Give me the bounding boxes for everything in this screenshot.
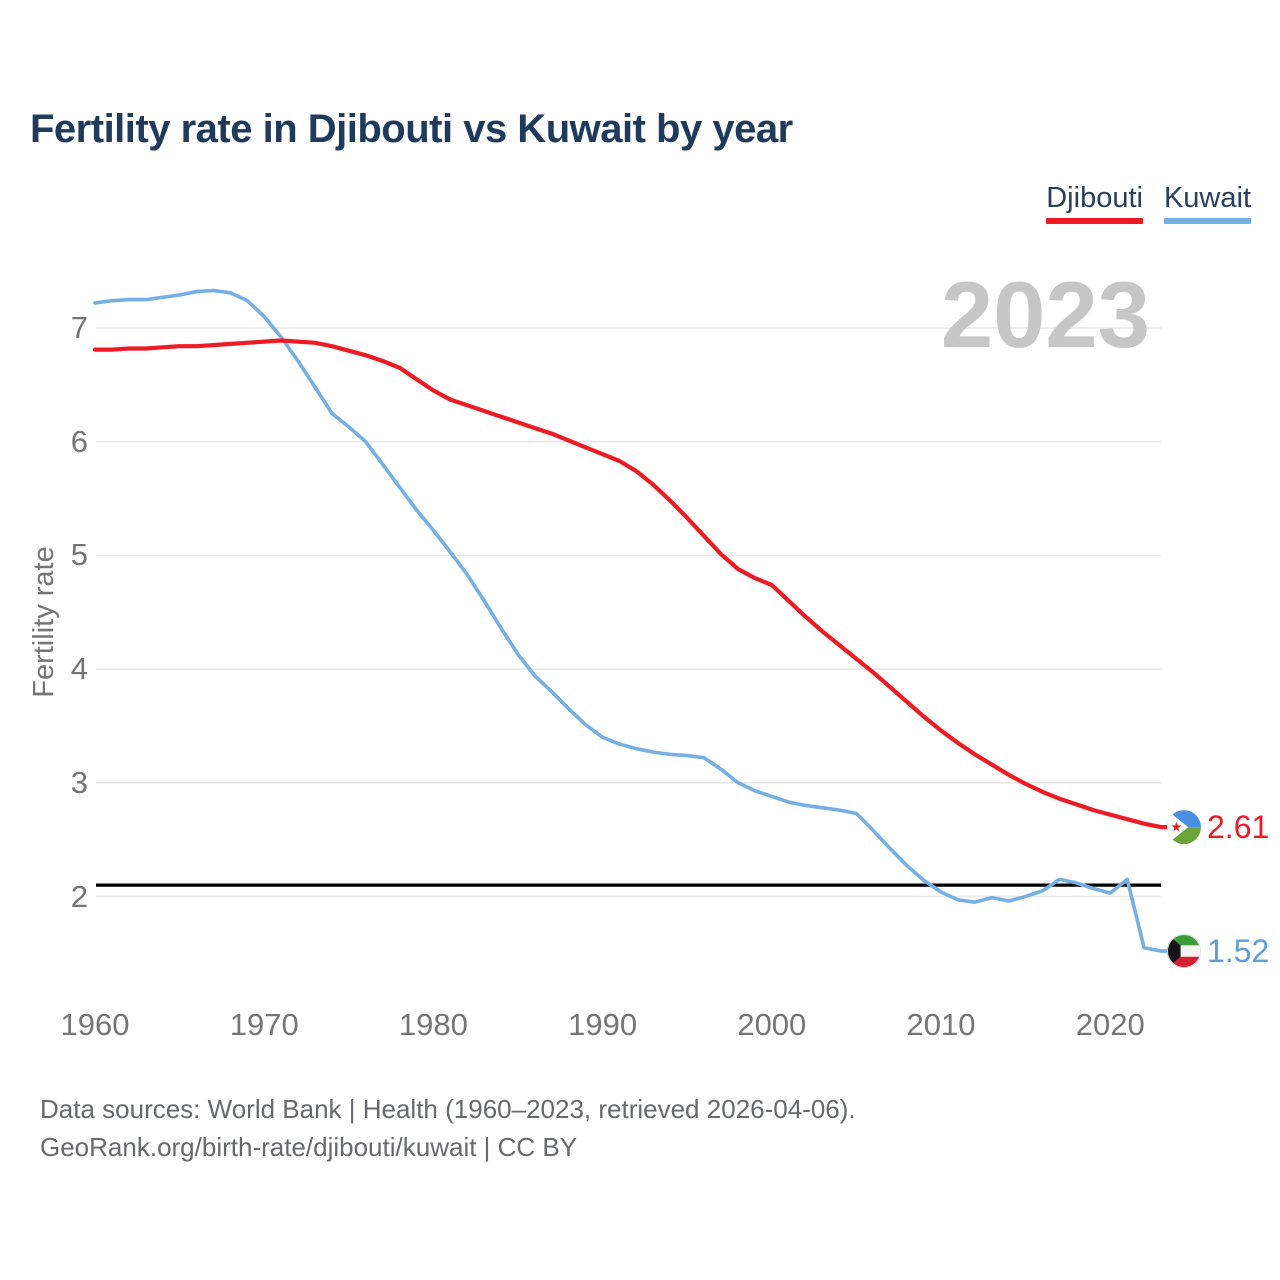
x-tick-label: 1980: [398, 1007, 468, 1042]
x-tick-label: 1990: [568, 1007, 638, 1042]
y-axis-title: Fertility rate: [28, 546, 60, 698]
end-value-djibouti: 2.61: [1207, 809, 1270, 846]
legend-item-kuwait[interactable]: Kuwait: [1163, 182, 1251, 224]
y-tick-label: 4: [70, 651, 88, 687]
series-line-djibouti: [92, 338, 1171, 830]
legend-underline-djibouti: [1046, 218, 1143, 224]
footer: Data sources: World Bank | Health (1960–…: [40, 1090, 856, 1166]
x-tick-label: 2010: [906, 1007, 976, 1042]
x-tick-label: 1960: [60, 1007, 130, 1042]
djibouti-flag-icon: [1167, 810, 1201, 845]
y-tick-label: 6: [70, 423, 88, 459]
y-tick-label: 2: [70, 878, 88, 914]
y-tick-label: 5: [70, 537, 88, 573]
kuwait-flag-icon: [1167, 934, 1201, 969]
footer-attribution: GeoRank.org/birth-rate/djibouti/kuwait |…: [40, 1132, 578, 1162]
legend-underline-kuwait: [1163, 218, 1251, 224]
x-tick-label: 2020: [1075, 1007, 1145, 1042]
x-tick-label: 2000: [737, 1007, 807, 1042]
end-value-kuwait: 1.52: [1207, 933, 1270, 970]
y-tick-label: 3: [70, 764, 88, 800]
y-tick-label: 7: [70, 310, 88, 345]
series-line-kuwait: [93, 288, 1170, 953]
watermark-year: 2023: [940, 262, 1150, 367]
x-tick-label: 1970: [229, 1007, 299, 1042]
legend: Djibouti Kuwait: [1046, 184, 1251, 224]
footer-sources: Data sources: World Bank | Health (1960–…: [40, 1094, 856, 1124]
page-title: Fertility rate in Djibouti vs Kuwait by …: [30, 107, 793, 151]
legend-item-djibouti[interactable]: Djibouti: [1046, 184, 1143, 224]
legend-label-djibouti: Djibouti: [1046, 182, 1143, 214]
legend-label-kuwait: Kuwait: [1163, 182, 1251, 214]
